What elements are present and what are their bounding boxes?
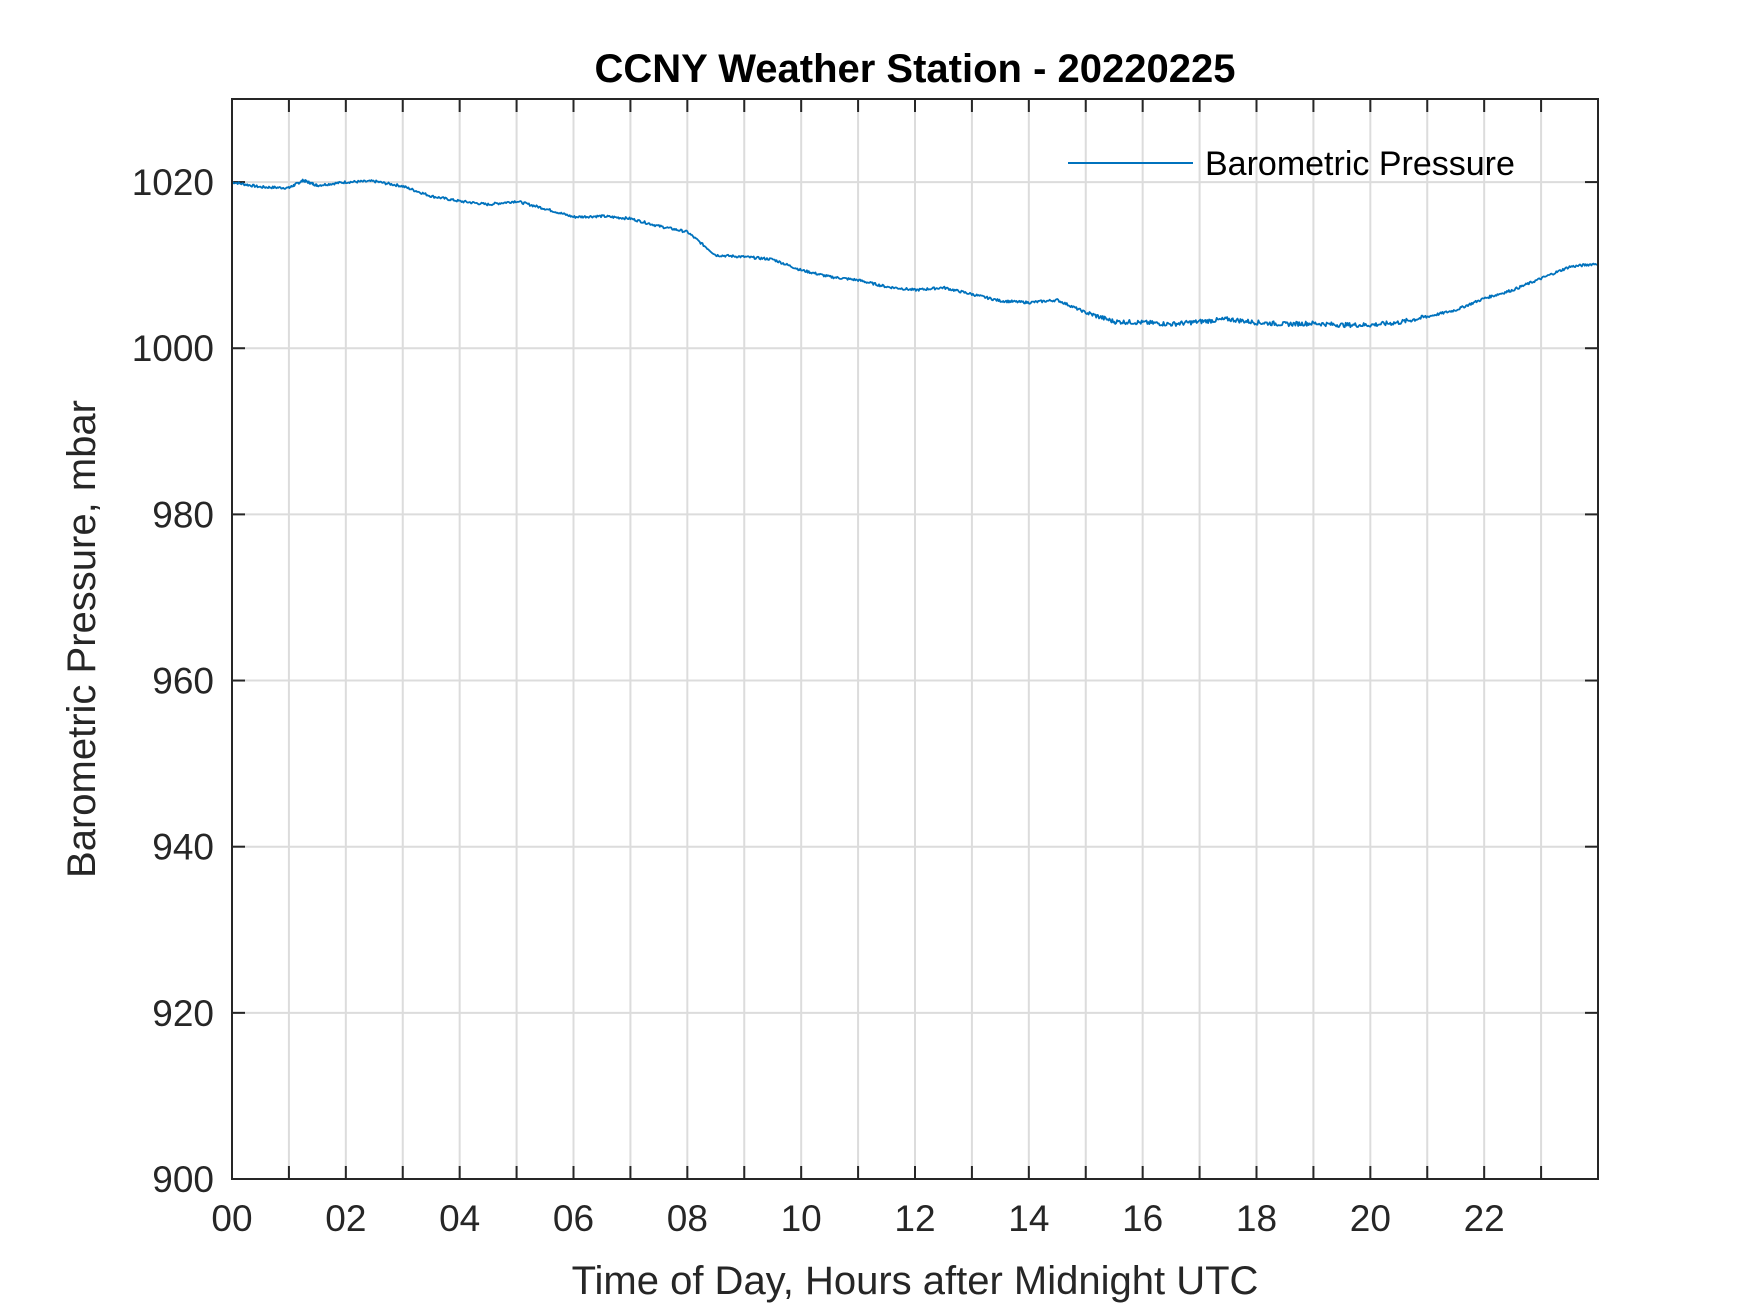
x-tick-label: 20 — [1350, 1198, 1391, 1239]
x-tick-label: 16 — [1122, 1198, 1163, 1239]
series-line — [231, 178, 1599, 329]
legend: Barometric Pressure — [1068, 145, 1515, 183]
y-tick-label: 960 — [152, 661, 214, 702]
x-tick-label: 18 — [1236, 1198, 1277, 1239]
x-tick-label: 04 — [439, 1198, 480, 1239]
axis-ticks — [232, 99, 1598, 1180]
legend-label: Barometric Pressure — [1205, 145, 1515, 183]
x-tick-label: 22 — [1464, 1198, 1505, 1239]
y-tick-label: 920 — [152, 993, 214, 1034]
plot-frame — [231, 98, 1599, 1180]
x-tick-label: 14 — [1008, 1198, 1049, 1239]
y-tick-label: 1000 — [132, 328, 214, 369]
y-tick-label: 1020 — [132, 162, 214, 203]
y-tick-labels: 900 920 940 960 980 1000 1020 — [132, 162, 214, 1200]
y-tick-label: 900 — [152, 1159, 214, 1200]
x-tick-label: 02 — [325, 1198, 366, 1239]
y-tick-label: 980 — [152, 494, 214, 535]
y-axis-label: Barometric Pressure, mbar — [60, 400, 104, 878]
x-tick-label: 00 — [211, 1198, 252, 1239]
x-tick-label: 06 — [553, 1198, 594, 1239]
grid — [232, 99, 1598, 1179]
x-tick-label: 08 — [667, 1198, 708, 1239]
x-tick-labels: 00 02 04 06 08 10 12 14 16 18 20 22 — [211, 1198, 1504, 1239]
x-axis-label: Time of Day, Hours after Midnight UTC — [572, 1259, 1259, 1303]
x-tick-label: 12 — [894, 1198, 935, 1239]
chart-title: CCNY Weather Station - 20220225 — [595, 47, 1236, 91]
y-tick-label: 940 — [152, 827, 214, 868]
x-tick-label: 10 — [781, 1198, 822, 1239]
series-lines — [231, 178, 1599, 329]
